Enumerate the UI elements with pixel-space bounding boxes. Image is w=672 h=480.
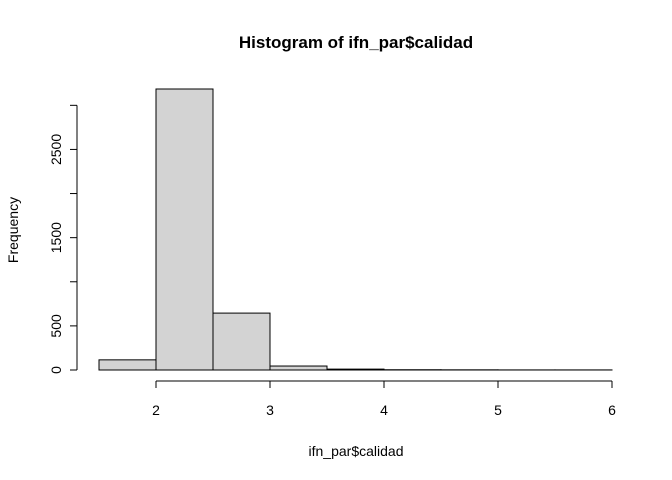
histogram-bar [326,368,385,371]
y-tick-label: 500 [48,314,64,338]
histogram-bar [155,88,214,371]
y-tick-label: 1500 [48,222,64,253]
x-tick-label: 3 [266,402,274,418]
bars-group [98,88,613,371]
y-tick-label: 0 [48,366,64,374]
x-axis-label: ifn_par$calidad [309,443,404,459]
histogram-bar [212,312,271,371]
y-axis-label: Frequency [5,197,21,263]
histogram-bar [269,365,328,371]
x-tick-label: 5 [494,402,502,418]
x-tick-label: 2 [152,402,160,418]
x-tick-label: 6 [608,402,616,418]
y-tick-label: 2500 [48,134,64,165]
chart-title: Histogram of ifn_par$calidad [239,33,473,52]
x-tick-label: 4 [380,402,388,418]
histogram-bar [98,359,157,371]
y-axis: 0 500 1500 2500 [48,104,78,374]
x-axis: 2 3 4 5 6 [152,380,616,418]
